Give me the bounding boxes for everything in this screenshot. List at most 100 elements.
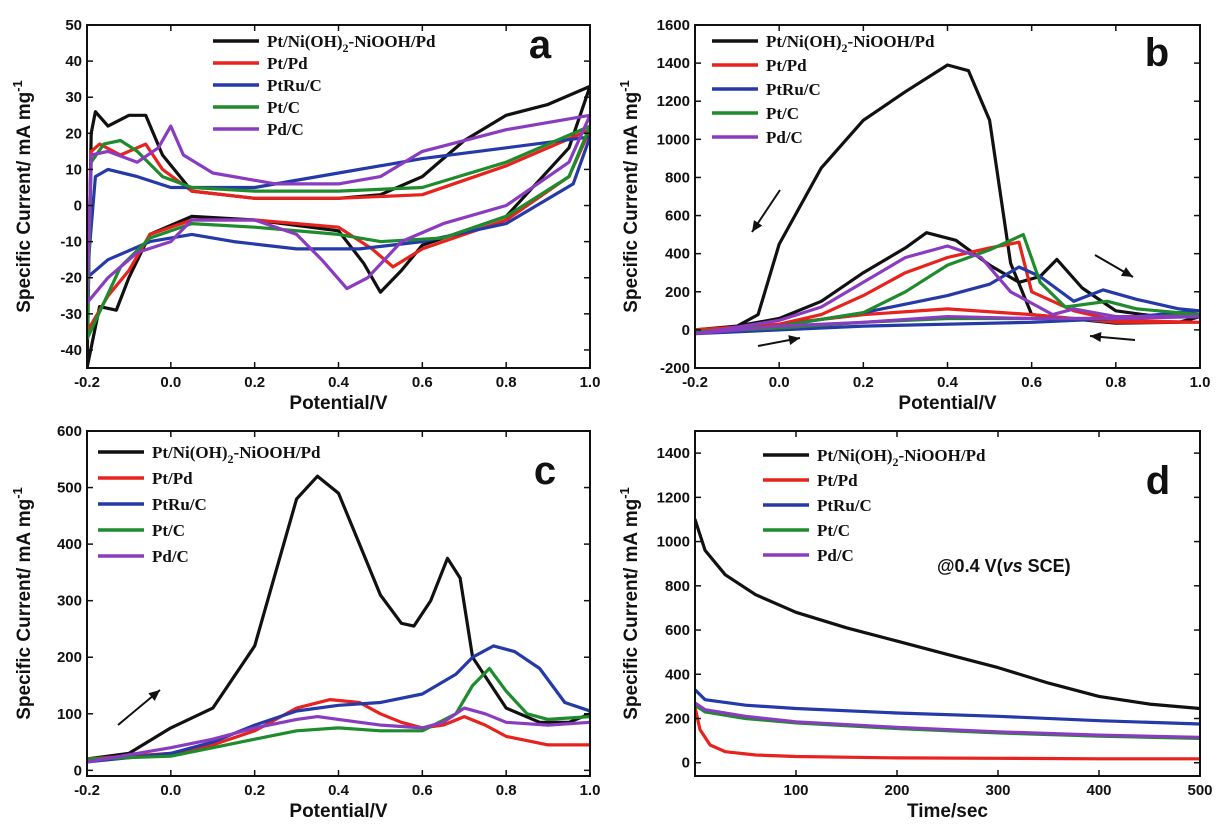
legend-label-c-1: Pt/Pd bbox=[152, 469, 193, 488]
x-tick-label-d-1: 200 bbox=[884, 782, 909, 799]
legend-label-a-4: Pd/C bbox=[267, 120, 304, 139]
legend-label-b-1: Pt/Pd bbox=[766, 56, 807, 75]
legend-label-d-2: PtRu/C bbox=[817, 496, 872, 515]
y-tick-label-a-8: 40 bbox=[65, 53, 82, 70]
y-tick-label-b-5: 800 bbox=[665, 169, 690, 186]
x-tick-label-d-2: 300 bbox=[985, 782, 1010, 799]
chart-panel-d: 100 200 300 400 500 0 200 400 600 800 1000 1200 1400… bbox=[617, 430, 1213, 822]
legend-label-a-2: PtRu/C bbox=[267, 76, 322, 95]
series-line-d-4 bbox=[695, 701, 1200, 739]
x-axis-label-d: Time/sec bbox=[907, 801, 988, 822]
legend-label-d-0: Pt/Ni(OH)2-NiOOH/Pd bbox=[817, 446, 986, 469]
x-tick-label-a-0: -0.2 bbox=[74, 374, 100, 391]
y-tick-label-c-1: 100 bbox=[57, 706, 82, 723]
y-axis-label-d: Specific Current/ mA mg-1 bbox=[617, 487, 642, 720]
x-tick-label-b-0: -0.2 bbox=[682, 374, 708, 391]
panel-letter-c: c bbox=[534, 449, 556, 493]
y-tick-label-a-0: -40 bbox=[60, 342, 82, 359]
series-line-a-0 bbox=[87, 84, 590, 368]
arrow-icon-b-forward-low bbox=[757, 335, 801, 347]
y-tick-label-c-6: 600 bbox=[57, 423, 82, 440]
y-tick-label-b-8: 1400 bbox=[657, 55, 690, 72]
y-tick-label-b-0: -200 bbox=[660, 360, 690, 377]
series-line-b-4 bbox=[695, 244, 1200, 336]
y-tick-label-c-2: 200 bbox=[57, 649, 82, 666]
legend-label-b-2: PtRu/C bbox=[766, 80, 821, 99]
plot-frame-a bbox=[86, 24, 591, 369]
chart-panel-a: -0.2 0.0 0.2 0.4 0.6 0.8 1.0 -40 -30 -20 -10 0 10 20 3… bbox=[10, 17, 600, 414]
arrow-icon-b-forward-high bbox=[1094, 254, 1134, 278]
series-line-a-3 bbox=[87, 124, 590, 341]
legend-label-b-4: Pd/C bbox=[766, 128, 803, 147]
legend-label-c-4: Pd/C bbox=[152, 547, 189, 566]
x-tick-label-b-1: 0.0 bbox=[769, 374, 790, 391]
panel-letter-b: b bbox=[1145, 31, 1169, 75]
legend-label-a-1: Pt/Pd bbox=[267, 54, 308, 73]
y-axis-label-a: Specific Current/ mA mg-1 bbox=[10, 80, 35, 313]
y-tick-label-d-3: 600 bbox=[665, 622, 690, 639]
x-tick-label-c-2: 0.2 bbox=[244, 782, 265, 799]
y-tick-label-a-1: -30 bbox=[60, 306, 82, 323]
series-line-d-2 bbox=[695, 688, 1200, 726]
legend-label-c-2: PtRu/C bbox=[152, 495, 207, 514]
y-axis-label-b: Specific Current/ mA mg-1 bbox=[617, 80, 642, 313]
arrow-icon-c-forward bbox=[117, 689, 161, 726]
y-tick-label-d-5: 1000 bbox=[657, 534, 690, 551]
x-tick-label-b-3: 0.4 bbox=[937, 374, 959, 391]
y-tick-label-c-0: 0 bbox=[74, 762, 82, 779]
annotation-d: @0.4 V(vs SCE) bbox=[937, 556, 1071, 576]
y-tick-label-b-6: 1000 bbox=[657, 131, 690, 148]
y-tick-label-c-5: 500 bbox=[57, 480, 82, 497]
y-axis-label-c: Specific Current/ mA mg-1 bbox=[10, 487, 35, 720]
x-tick-label-c-4: 0.6 bbox=[412, 782, 433, 799]
x-tick-label-c-5: 0.8 bbox=[496, 782, 517, 799]
y-tick-label-d-6: 1200 bbox=[657, 489, 690, 506]
series-line-c-4 bbox=[87, 706, 590, 764]
legend-label-c-0: Pt/Ni(OH)2-NiOOH/Pd bbox=[152, 443, 321, 466]
series-line-c-1 bbox=[87, 697, 590, 761]
legend-label-d-3: Pt/C bbox=[817, 521, 850, 540]
x-tick-label-b-5: 0.8 bbox=[1105, 374, 1126, 391]
y-tick-label-d-2: 400 bbox=[665, 666, 690, 683]
x-axis-label-b: Potential/V bbox=[898, 393, 997, 414]
x-tick-label-b-4: 0.6 bbox=[1021, 374, 1042, 391]
y-tick-label-b-2: 200 bbox=[665, 284, 690, 301]
y-tick-label-b-3: 400 bbox=[665, 246, 690, 263]
x-tick-label-a-5: 0.8 bbox=[496, 374, 517, 391]
y-tick-label-a-9: 50 bbox=[65, 17, 82, 34]
series-line-b-1 bbox=[695, 240, 1200, 332]
legend-label-b-3: Pt/C bbox=[766, 104, 799, 123]
y-tick-label-d-7: 1400 bbox=[657, 445, 690, 462]
x-tick-label-a-3: 0.4 bbox=[328, 374, 350, 391]
legend-label-b-0: Pt/Ni(OH)2-NiOOH/Pd bbox=[766, 32, 935, 55]
series-line-a-2 bbox=[87, 135, 590, 280]
y-tick-label-a-4: 0 bbox=[74, 198, 82, 215]
series-line-d-0 bbox=[695, 517, 1200, 711]
x-tick-label-d-0: 100 bbox=[783, 782, 808, 799]
y-tick-label-b-4: 600 bbox=[665, 208, 690, 225]
x-tick-label-c-6: 1.0 bbox=[580, 782, 601, 799]
y-tick-label-b-9: 1600 bbox=[657, 17, 690, 34]
y-tick-label-d-4: 800 bbox=[665, 578, 690, 595]
y-tick-label-d-1: 200 bbox=[665, 711, 690, 728]
legend-label-d-1: Pt/Pd bbox=[817, 471, 858, 490]
arrow-icon-b-return bbox=[1089, 331, 1136, 342]
x-tick-label-b-6: 1.0 bbox=[1190, 374, 1211, 391]
plot-frame-d bbox=[694, 430, 1201, 777]
x-tick-label-a-4: 0.6 bbox=[412, 374, 433, 391]
x-tick-label-c-1: 0.0 bbox=[160, 782, 181, 799]
series-line-c-3 bbox=[87, 666, 590, 761]
y-tick-label-a-5: 10 bbox=[65, 161, 82, 178]
panel-letter-d: d bbox=[1146, 459, 1170, 503]
series-line-b-2 bbox=[695, 265, 1200, 336]
x-tick-label-c-0: -0.2 bbox=[74, 782, 100, 799]
y-tick-label-d-0: 0 bbox=[682, 755, 690, 772]
x-tick-label-d-4: 500 bbox=[1187, 782, 1212, 799]
chart-panel-c: -0.2 0.0 0.2 0.4 0.6 0.8 1.0 0 100 200 300 400 500 60… bbox=[10, 423, 600, 822]
panel-letter-a: a bbox=[529, 23, 552, 67]
x-axis-label-c: Potential/V bbox=[289, 801, 388, 822]
series-line-c-0 bbox=[87, 474, 590, 761]
y-tick-label-a-2: -20 bbox=[60, 270, 82, 287]
x-tick-label-a-2: 0.2 bbox=[244, 374, 265, 391]
